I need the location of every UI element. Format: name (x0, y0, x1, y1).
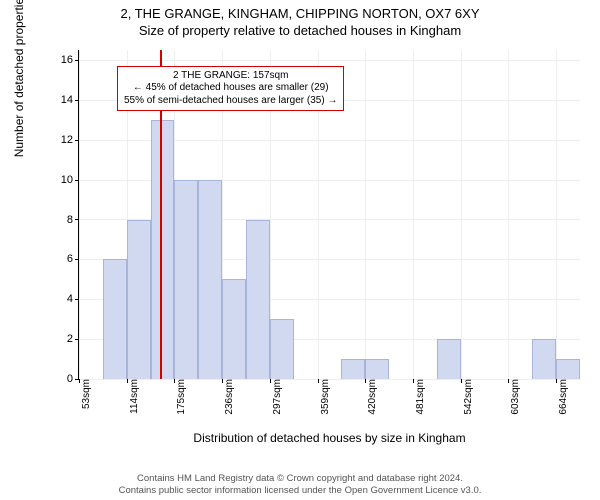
y-tick-label: 12 (61, 134, 79, 146)
histogram-bar (270, 319, 294, 379)
gridline-vertical (365, 50, 366, 379)
x-tick-label: 420sqm (361, 379, 378, 415)
y-tick-label: 10 (61, 174, 79, 186)
callout-line: ← 45% of detached houses are smaller (29… (124, 82, 337, 95)
gridline-vertical (413, 50, 414, 379)
histogram-bar (222, 279, 246, 379)
plot-area: Distribution of detached houses by size … (78, 50, 580, 380)
footer-attribution: Contains HM Land Registry data © Crown c… (0, 473, 600, 496)
histogram-bar (246, 220, 270, 380)
footer-line-2: Contains public sector information licen… (0, 485, 600, 496)
title-line-2: Size of property relative to detached ho… (0, 23, 600, 38)
gridline-vertical (461, 50, 462, 379)
x-tick-label: 359sqm (314, 379, 331, 415)
y-axis-label: Number of detached properties (12, 0, 26, 157)
x-tick-label: 542sqm (457, 379, 474, 415)
gridline-vertical (508, 50, 509, 379)
histogram-bar (127, 220, 151, 380)
histogram-bar (174, 180, 198, 379)
callout-line: 55% of semi-detached houses are larger (… (124, 95, 337, 108)
y-tick-label: 6 (67, 253, 79, 265)
y-tick-label: 8 (67, 214, 79, 226)
histogram-bar (437, 339, 461, 379)
histogram-bar (151, 120, 175, 379)
histogram-bar (556, 359, 580, 379)
chart-container: 2, THE GRANGE, KINGHAM, CHIPPING NORTON,… (0, 0, 600, 500)
histogram-bar (365, 359, 389, 379)
gridline-vertical (556, 50, 557, 379)
callout-line: 2 THE GRANGE: 157sqm (124, 70, 337, 83)
x-tick-label: 175sqm (170, 379, 187, 415)
x-tick-label: 236sqm (218, 379, 235, 415)
x-tick-label: 664sqm (552, 379, 569, 415)
x-tick-label: 603sqm (504, 379, 521, 415)
x-axis-label: Distribution of detached houses by size … (79, 431, 580, 445)
y-tick-label: 14 (61, 94, 79, 106)
gridline-vertical (79, 50, 80, 379)
x-tick-label: 481sqm (409, 379, 426, 415)
x-tick-label: 297sqm (266, 379, 283, 415)
x-tick-label: 114sqm (123, 379, 140, 414)
gridline-horizontal (79, 60, 580, 61)
title-line-1: 2, THE GRANGE, KINGHAM, CHIPPING NORTON,… (0, 6, 600, 21)
y-tick-label: 16 (61, 54, 79, 66)
title-block: 2, THE GRANGE, KINGHAM, CHIPPING NORTON,… (0, 0, 600, 38)
y-tick-label: 2 (67, 333, 79, 345)
histogram-bar (532, 339, 556, 379)
histogram-bar (341, 359, 365, 379)
chart-area: Number of detached properties Distributi… (50, 50, 580, 430)
x-tick-label: 53sqm (75, 379, 92, 409)
footer-line-1: Contains HM Land Registry data © Crown c… (0, 473, 600, 484)
histogram-bar (198, 180, 222, 379)
histogram-bar (103, 259, 127, 379)
y-tick-label: 4 (67, 293, 79, 305)
callout-box: 2 THE GRANGE: 157sqm← 45% of detached ho… (117, 66, 344, 112)
